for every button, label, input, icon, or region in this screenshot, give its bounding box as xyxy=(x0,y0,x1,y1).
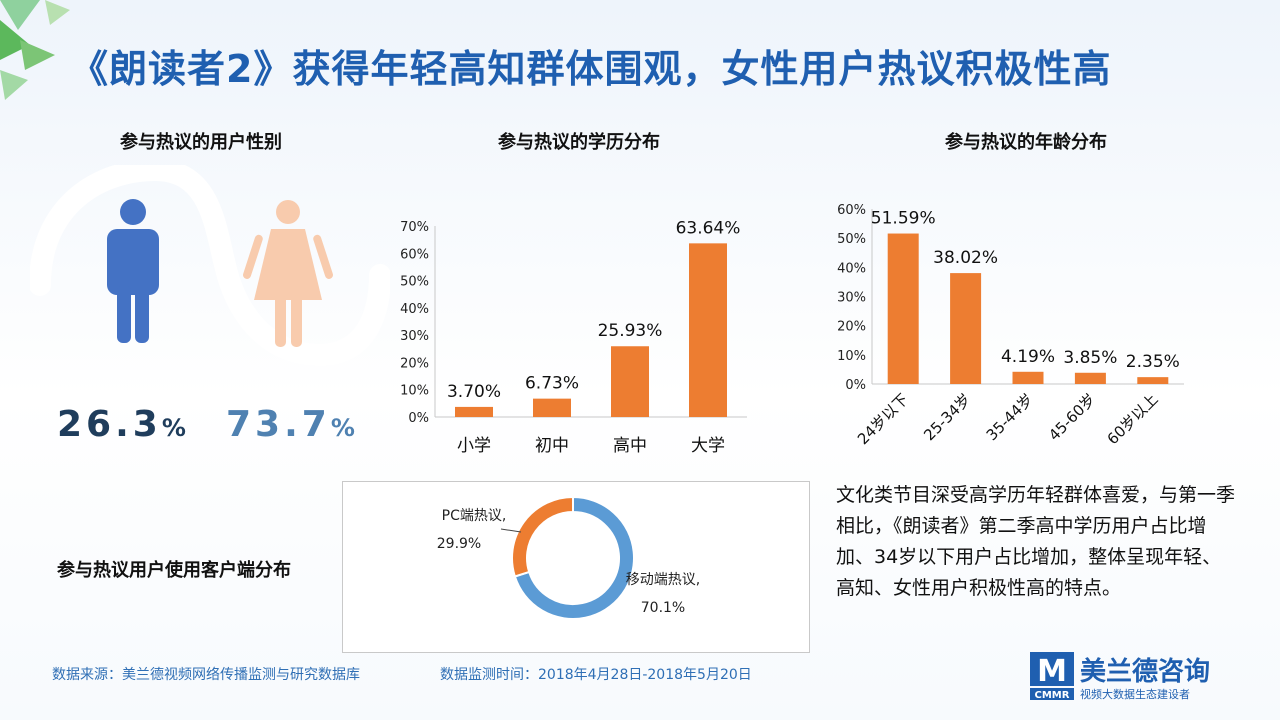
cmmr-logo: M 美兰德咨询 CMMR 视频大数据生态建设者 xyxy=(1030,652,1210,701)
svg-text:CMMR: CMMR xyxy=(1035,690,1070,701)
x-tick-label: 24岁以下 xyxy=(854,390,912,448)
data-label: 25.93% xyxy=(598,321,663,341)
y-tick-label: 20% xyxy=(837,320,866,335)
male-icon xyxy=(107,199,159,343)
bar xyxy=(1074,372,1106,384)
donut-slice xyxy=(511,495,574,578)
slice-label-value: 29.9% xyxy=(437,536,481,552)
monitoring-period: 数据监测时间：2018年4月28日-2018年5月20日 xyxy=(440,667,752,683)
y-tick-label: 60% xyxy=(400,247,429,262)
data-label: 2.35% xyxy=(1126,352,1180,372)
client-donut-chart: 移动端热议, 70.1% PC端热议, 29.9% xyxy=(437,495,700,620)
data-source: 数据来源：美兰德视频网络传播监测与研究数据库 xyxy=(52,667,360,683)
svg-text:视频大数据生态建设者: 视频大数据生态建设者 xyxy=(1080,687,1190,701)
x-tick-label: 35-44岁 xyxy=(983,390,1037,444)
svg-text:M: M xyxy=(1037,654,1067,689)
y-tick-label: 30% xyxy=(837,291,866,306)
x-tick-label: 25-34岁 xyxy=(920,390,974,444)
y-tick-label: 20% xyxy=(400,356,429,371)
bar xyxy=(455,406,493,417)
client-donut-panel: 移动端热议, 70.1% PC端热议, 29.9% xyxy=(342,481,810,653)
data-label: 3.85% xyxy=(1063,348,1117,368)
summary-text: 文化类节目深受高学历年轻群体喜爱，与第一季相比，《朗读者》第二季高中学历用户占比… xyxy=(836,484,1236,599)
age-bar-chart: 0% 10% 20% 30% 40% 50% 60% 51.59% 24岁以下 38.02% 25-… xyxy=(837,203,1184,448)
y-tick-label: 0% xyxy=(845,378,866,393)
x-tick-label: 60岁以上 xyxy=(1104,390,1162,448)
data-label: 6.73% xyxy=(525,374,579,394)
slice-label-name: 移动端热议, xyxy=(626,572,700,588)
x-tick-label: 初中 xyxy=(535,436,569,456)
data-label: 4.19% xyxy=(1001,347,1055,367)
bar xyxy=(533,398,571,417)
data-label: 63.64% xyxy=(676,218,741,238)
donut-slice xyxy=(513,495,635,620)
bar xyxy=(950,273,982,384)
leaf-decoration xyxy=(0,0,70,100)
y-tick-label: 40% xyxy=(837,261,866,276)
bar xyxy=(689,243,727,417)
age-chart-title: 参与热议的年龄分布 xyxy=(945,132,1107,153)
education-chart-title: 参与热议的学历分布 xyxy=(498,132,660,153)
bar xyxy=(887,233,919,384)
bar xyxy=(611,346,649,417)
y-tick-label: 10% xyxy=(400,384,429,399)
y-tick-label: 10% xyxy=(837,349,866,364)
svg-text:美兰德咨询: 美兰德咨询 xyxy=(1080,656,1210,687)
gender-figure xyxy=(30,165,390,367)
female-percentage: 73.7% xyxy=(226,404,359,445)
x-tick-label: 45-60岁 xyxy=(1045,390,1099,444)
y-tick-label: 50% xyxy=(400,275,429,290)
y-tick-label: 40% xyxy=(400,302,429,317)
male-percentage: 26.3% xyxy=(57,404,190,445)
slice-label-name: PC端热议, xyxy=(442,508,507,524)
x-tick-label: 高中 xyxy=(613,436,647,456)
y-tick-label: 70% xyxy=(400,220,429,235)
white-wave-decoration xyxy=(30,165,390,367)
gender-section-title: 参与热议的用户性别 xyxy=(120,132,282,153)
leader-line xyxy=(500,528,522,533)
y-tick-label: 0% xyxy=(408,411,429,426)
y-tick-label: 50% xyxy=(837,232,866,247)
data-label: 3.70% xyxy=(447,382,501,402)
page-title: 《朗读者2》获得年轻高知群体围观，女性用户热议积极性高 xyxy=(70,47,1112,91)
female-icon xyxy=(243,200,333,347)
education-bar-chart: 0% 10% 20% 30% 40% 50% 60% 70% 3.70% 小学 6.73% 初中 25.… xyxy=(400,218,747,456)
bar xyxy=(1012,371,1044,384)
client-section-title: 参与热议用户使用客户端分布 xyxy=(57,560,291,581)
slice-label-value: 70.1% xyxy=(641,600,685,616)
data-label: 51.59% xyxy=(871,209,936,229)
y-tick-label: 30% xyxy=(400,329,429,344)
x-tick-label: 大学 xyxy=(691,436,725,456)
x-tick-label: 小学 xyxy=(457,436,491,456)
bar xyxy=(1137,377,1169,384)
data-label: 38.02% xyxy=(933,248,998,268)
y-tick-label: 60% xyxy=(837,203,866,218)
